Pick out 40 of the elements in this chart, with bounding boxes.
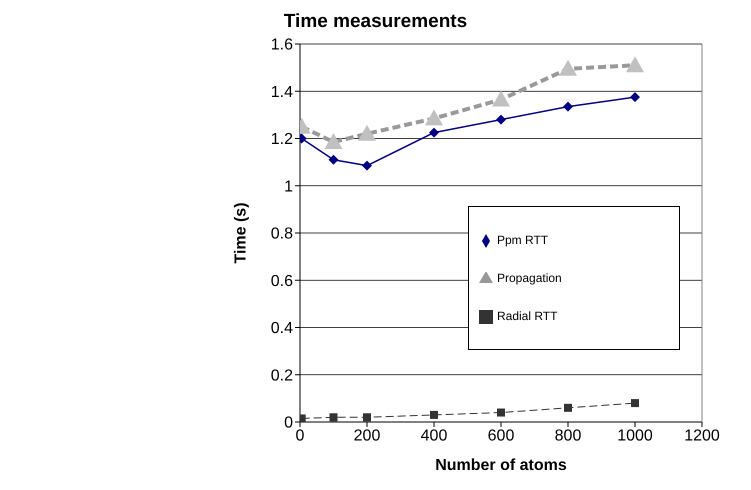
point (362, 160, 372, 171)
point (496, 114, 506, 125)
point (626, 56, 644, 72)
y-tick-label: 0.4 (270, 320, 294, 338)
y-tick-label: 0.6 (270, 272, 294, 290)
chart-title: Time measurements (282, 10, 468, 34)
point (564, 404, 572, 412)
x-tick-label: 400 (420, 427, 448, 444)
point (563, 102, 573, 112)
point (330, 413, 338, 422)
point (328, 154, 338, 165)
point (363, 413, 371, 422)
point (630, 92, 640, 102)
y-tick-label: 1 (284, 178, 294, 196)
y-tick-label: 0.2 (270, 367, 294, 384)
x-tick-label: 1000 (617, 427, 653, 444)
x-tick-label: 0 (296, 427, 305, 444)
x-tick-label: 600 (488, 427, 514, 444)
point (324, 133, 342, 150)
point (425, 109, 443, 126)
y-axis-title: Time (s) (232, 202, 250, 264)
point (358, 124, 376, 141)
point (492, 90, 510, 107)
y-tick-label: 0.8 (270, 226, 294, 243)
y-tick-label: 0 (284, 414, 294, 432)
point (429, 128, 439, 138)
legend-label: Radial RTT (497, 309, 558, 323)
x-tick-label: 800 (554, 427, 582, 444)
point (430, 410, 438, 419)
x-axis-title: Number of atoms (435, 457, 567, 474)
y-tick-label: 1.2 (270, 131, 294, 148)
point (631, 399, 639, 408)
x-tick-label: 200 (354, 427, 380, 444)
legend-label: Propagation (497, 271, 562, 285)
x-tick-label: 1200 (684, 427, 720, 444)
legend-label: Ppm RTT (497, 233, 548, 247)
y-tick-label: 1.4 (270, 84, 294, 101)
point (497, 408, 505, 417)
point (559, 60, 577, 76)
y-tick-label: 1.6 (270, 36, 294, 54)
